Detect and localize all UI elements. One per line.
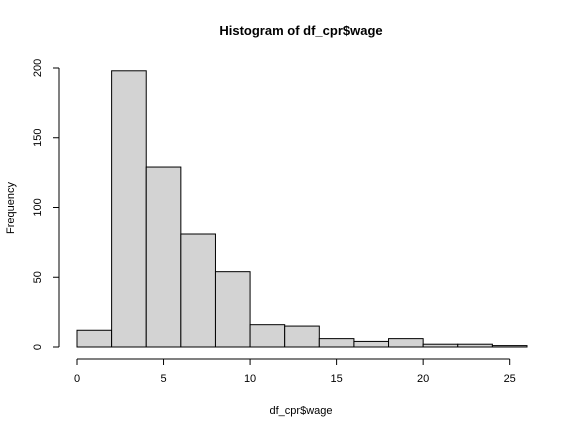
histogram-bar	[318, 338, 355, 348]
y-axis-label: Frequency	[5, 182, 17, 234]
x-axis: 0 5 10 15 20 25	[74, 358, 516, 385]
histogram-bar	[249, 324, 286, 348]
x-tick-label: 5	[160, 373, 166, 385]
histogram-bar	[180, 233, 216, 348]
x-tick-label: 20	[417, 373, 429, 385]
y-tick-label: 150	[32, 129, 44, 147]
y-axis: 0 50 100 150 200	[32, 59, 60, 350]
histogram-bar	[111, 70, 147, 348]
histogram-bar	[353, 340, 390, 348]
x-tick-label: 0	[74, 373, 80, 385]
histogram-bar	[214, 271, 251, 348]
y-tick-label: 50	[32, 271, 44, 283]
histogram-bar	[145, 166, 182, 348]
chart-title: Histogram of df_cpr$wage	[219, 23, 382, 38]
y-tick-label: 100	[32, 198, 44, 216]
x-tick-label: 15	[330, 373, 342, 385]
x-tick-label: 25	[504, 373, 516, 385]
x-axis-label: df_cpr$wage	[270, 405, 333, 417]
histogram-bar	[491, 345, 528, 348]
histogram-bar	[457, 343, 493, 348]
histogram-bar	[388, 338, 424, 348]
histogram-bar	[422, 343, 459, 348]
y-tick-label: 0	[32, 344, 44, 350]
histogram-bar	[284, 325, 320, 348]
y-tick-label: 200	[32, 59, 44, 77]
x-tick-label: 10	[244, 373, 256, 385]
histogram-bar	[76, 329, 113, 348]
bars-group	[76, 70, 528, 348]
